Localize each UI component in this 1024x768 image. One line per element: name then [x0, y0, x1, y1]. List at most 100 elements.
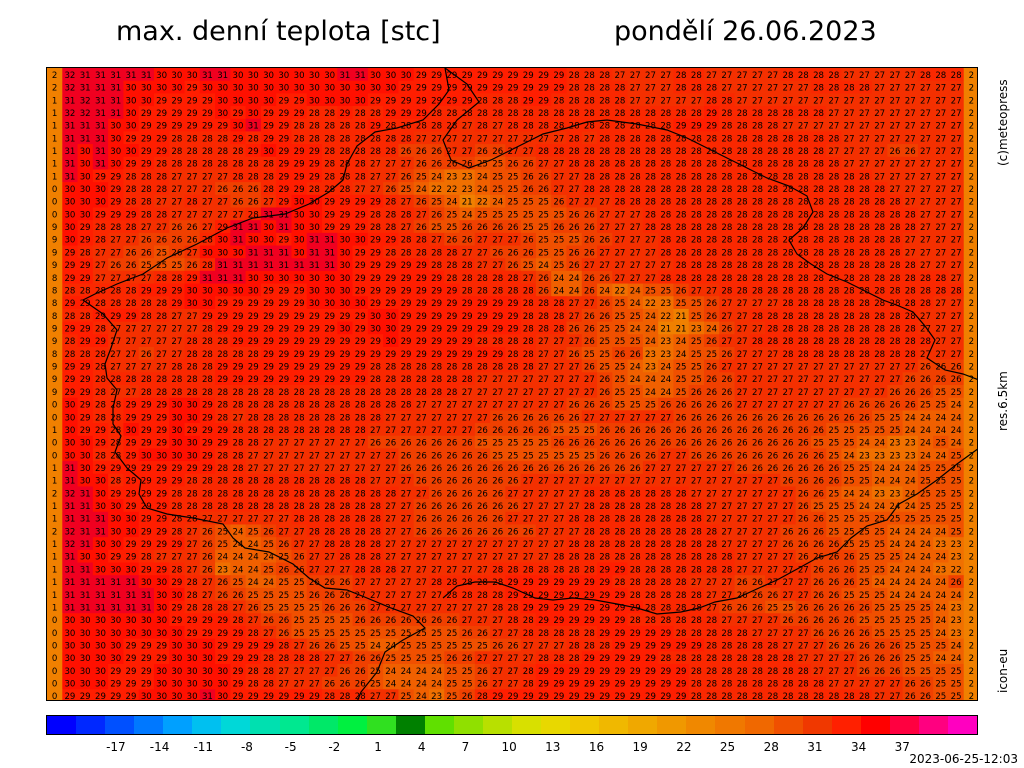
grid-value-label: 28: [370, 388, 381, 398]
grid-value-label: 29: [477, 312, 488, 322]
grid-value-label: 26: [477, 426, 488, 436]
grid-value-label: 27: [614, 413, 625, 423]
grid-value-label: 28: [477, 122, 488, 132]
grid-value-label: 24: [431, 172, 442, 182]
grid-value-label: 27: [935, 248, 946, 258]
grid-value-label: 26: [798, 413, 809, 423]
grid-value-label: 29: [80, 388, 91, 398]
grid-value-label: 27: [920, 122, 931, 132]
grid-value-label: 23: [462, 172, 473, 182]
grid-value-label: 31: [95, 109, 106, 119]
grid-value-label: 25: [523, 451, 534, 461]
grid-value-label: 31: [217, 274, 228, 284]
grid-value-label: 26: [844, 401, 855, 411]
grid-value-label: 22: [446, 185, 457, 195]
grid-value-label: 29: [446, 299, 457, 309]
grid-value-label: 28: [294, 413, 305, 423]
grid-value-label: 26: [462, 464, 473, 474]
grid-value-label: 31: [202, 71, 213, 81]
grid-value-label: 28: [599, 185, 610, 195]
grid-value-label: 28: [951, 71, 962, 81]
grid-cell: [123, 106, 140, 120]
grid-value-label: 28: [553, 324, 564, 334]
grid-value-label: 27: [294, 464, 305, 474]
grid-cell: [474, 80, 491, 94]
grid-cell: [642, 131, 659, 145]
grid-value-label: 28: [737, 147, 748, 157]
grid-cell: [413, 131, 430, 145]
grid-value-label: 28: [890, 210, 901, 220]
grid-value-label: 27: [385, 426, 396, 436]
grid-value-label: 27: [721, 84, 732, 94]
grid-value-label: 29: [370, 122, 381, 132]
grid-value-label: 29: [294, 109, 305, 119]
grid-value-label: 2: [969, 71, 974, 81]
grid-value-label: 27: [614, 210, 625, 220]
grid-value-label: 29: [324, 223, 335, 233]
grid-value-label: 30: [355, 299, 366, 309]
grid-cell: [627, 106, 644, 120]
grid-value-label: 30: [80, 451, 91, 461]
grid-value-label: 28: [248, 160, 259, 170]
grid-value-label: 28: [676, 198, 687, 208]
grid-cell: [490, 106, 506, 120]
grid-value-label: 27: [614, 261, 625, 271]
grid-cell: [169, 106, 186, 120]
grid-value-label: 27: [783, 363, 794, 373]
grid-value-label: 27: [874, 147, 885, 157]
grid-value-label: 28: [569, 109, 580, 119]
grid-value-label: 27: [355, 185, 366, 195]
grid-cell: [581, 106, 598, 120]
grid-value-label: 30: [110, 134, 121, 144]
grid-value-label: 1: [52, 464, 57, 474]
grid-value-label: 30: [187, 439, 198, 449]
grid-value-label: 28: [614, 147, 625, 157]
grid-value-label: 30: [370, 312, 381, 322]
grid-value-label: 28: [141, 299, 152, 309]
grid-value-label: 26: [538, 286, 549, 296]
grid-cell: [413, 68, 430, 82]
grid-value-label: 28: [676, 223, 687, 233]
grid-value-label: 29: [80, 324, 91, 334]
grid-value-label: 29: [141, 413, 152, 423]
grid-value-label: 27: [737, 96, 748, 106]
grid-value-label: 28: [416, 388, 427, 398]
grid-value-label: 29: [64, 261, 75, 271]
temperature-map: 2 32 31 31 31 31 31 30 30 30 31 31 30 30 30 30 30 30 30 31 3…: [46, 67, 978, 701]
grid-cell: [459, 131, 476, 145]
grid-value-label: 29: [676, 122, 687, 132]
grid-value-label: 29: [278, 363, 289, 373]
grid-value-label: 27: [783, 84, 794, 94]
grid-value-label: 28: [951, 286, 962, 296]
grid-value-label: 29: [508, 71, 519, 81]
grid-cell: [734, 80, 751, 94]
grid-cell: [444, 93, 461, 107]
grid-value-label: 28: [431, 261, 442, 271]
grid-value-label: 29: [462, 337, 473, 347]
grid-value-label: 30: [339, 274, 350, 284]
grid-cell: [62, 80, 79, 94]
grid-value-label: 28: [156, 388, 167, 398]
grid-value-label: 31: [233, 261, 244, 271]
grid-value-label: 28: [492, 274, 503, 284]
grid-cell: [658, 68, 675, 82]
grid-value-label: 28: [630, 122, 641, 132]
grid-value-label: 2: [969, 236, 974, 246]
grid-value-label: 26: [569, 210, 580, 220]
grid-value-label: 29: [355, 312, 366, 322]
grid-value-label: 2: [969, 312, 974, 322]
grid-value-label: 27: [691, 464, 702, 474]
grid-value-label: 2: [969, 147, 974, 157]
grid-value-label: 8: [52, 350, 57, 360]
grid-value-label: 26: [508, 223, 519, 233]
grid-value-label: 28: [187, 375, 198, 385]
grid-value-label: 27: [584, 375, 595, 385]
grid-value-label: 28: [783, 210, 794, 220]
grid-cell: [597, 68, 613, 82]
grid-value-label: 27: [767, 299, 778, 309]
grid-value-label: 26: [599, 375, 610, 385]
grid-value-label: 26: [431, 451, 442, 461]
grid-value-label: 26: [676, 426, 687, 436]
grid-value-label: 27: [553, 350, 564, 360]
grid-value-label: 29: [233, 312, 244, 322]
